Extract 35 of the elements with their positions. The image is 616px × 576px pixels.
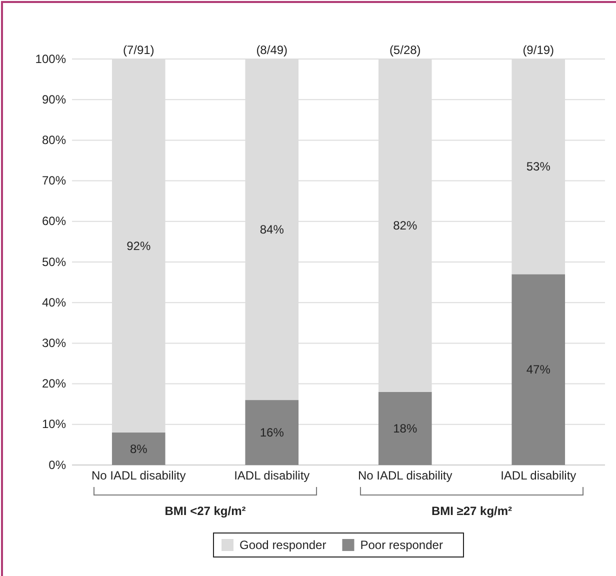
bar: [112, 432, 166, 465]
y-tick-label: 50%: [42, 254, 66, 269]
data-label: 18%: [393, 421, 418, 436]
y-tick-label: 90%: [42, 92, 66, 106]
data-label: 84%: [260, 222, 284, 237]
y-tick-label: 60%: [42, 214, 66, 228]
x-tick-label: IADL disability: [500, 468, 576, 483]
y-tick-label: 70%: [42, 174, 66, 188]
legend-label: Good responder: [240, 538, 326, 552]
x-tick-label: IADL disability: [234, 468, 310, 483]
text: (5/28): [389, 43, 421, 57]
x-tick-label: No IADL disability: [91, 468, 186, 483]
y-tick-label: 40%: [42, 295, 66, 310]
y-tick-label: 30%: [42, 336, 66, 350]
data-label: 8%: [130, 442, 148, 456]
data-label: 92%: [126, 238, 151, 253]
text: (8/49): [256, 43, 288, 57]
data-label: 82%: [393, 218, 418, 232]
text: BMI ≥27 kg/m²: [431, 504, 512, 518]
y-tick-label: 10%: [42, 417, 66, 432]
text: BMI <27 kg/m²: [164, 504, 246, 518]
y-tick-label: 0%: [48, 458, 66, 472]
data-label: 47%: [526, 362, 551, 377]
text: (9/19): [522, 43, 554, 57]
text: (7/91): [122, 43, 154, 57]
y-tick-label: 100%: [35, 52, 66, 66]
bar: [512, 274, 566, 465]
legend-label: Poor responder: [360, 538, 443, 552]
x-tick-label: No IADL disability: [358, 468, 452, 483]
data-label: 53%: [526, 160, 551, 174]
y-tick-label: 80%: [42, 133, 66, 148]
bar: [378, 392, 432, 465]
data-label: 16%: [260, 426, 284, 440]
bar: [245, 400, 299, 465]
y-tick-label: 20%: [42, 376, 66, 391]
